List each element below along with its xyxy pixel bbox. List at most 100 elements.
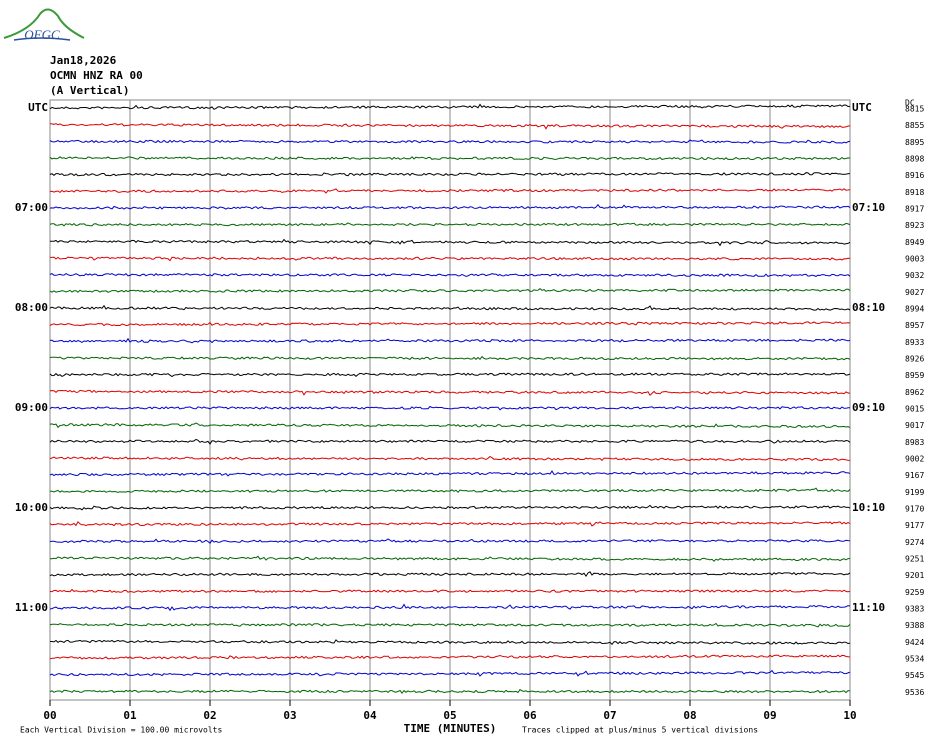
trace [49,470,851,477]
trace [49,103,851,110]
x-tick-label: 03 [283,709,296,722]
dc-header: DC [905,99,915,108]
trace [49,287,851,293]
trace [49,156,851,161]
dc-label: 8815 [905,105,924,114]
dc-label: 8855 [905,121,924,130]
trace [49,337,851,344]
trace [49,139,851,144]
dc-label: 8917 [905,205,924,214]
trace [49,504,851,511]
x-tick-label: 05 [443,709,456,722]
dc-label: 9002 [905,455,924,464]
dc-label: 9259 [905,588,924,597]
left-time-label: 11:00 [15,601,48,614]
dc-label: 9032 [905,271,924,280]
trace [50,639,851,646]
trace [49,389,851,396]
x-tick-label: 02 [203,709,216,722]
right-time-label: UTC [852,101,872,114]
right-time-label: 11:10 [852,601,885,614]
trace [50,256,851,262]
dc-label: 9027 [905,288,924,297]
trace [49,273,851,278]
component: (A Vertical) [50,84,129,97]
dc-label: 8895 [905,138,924,147]
dc-label: 8962 [905,388,924,397]
trace [49,372,851,378]
dc-label: 9545 [905,671,924,680]
trace [49,355,851,361]
dc-label: 9015 [905,405,924,414]
dc-label: 8933 [905,338,924,347]
dc-label: 8983 [905,438,924,447]
trace [49,654,851,660]
trace [49,123,851,130]
dc-label: 8898 [905,155,924,164]
trace [49,222,851,227]
left-time-label: 09:00 [15,401,48,414]
dc-label: 9274 [905,538,924,547]
trace [49,487,851,494]
x-tick-label: 08 [683,709,696,722]
dc-label: 9536 [905,688,924,697]
trace [49,455,851,462]
x-tick-label: 00 [43,709,56,722]
x-tick-label: 07 [603,709,616,722]
dc-label: 9177 [905,521,924,530]
trace [50,238,851,247]
left-time-label: UTC [28,101,48,114]
trace [49,422,851,429]
x-tick-label: 06 [523,709,537,722]
trace [49,603,851,612]
right-time-label: 10:10 [852,501,885,514]
trace [49,188,851,194]
left-time-label: 07:00 [15,201,48,214]
trace [49,555,850,562]
trace [49,321,851,327]
trace [49,203,851,210]
x-tick-label: 10 [843,709,856,722]
dc-label: 8926 [905,355,924,364]
trace [49,438,851,445]
trace [49,622,851,628]
logo: OFGC [3,8,85,42]
x-axis-title: TIME (MINUTES) [404,722,497,735]
dc-label: 9424 [905,638,924,647]
trace [49,304,851,311]
trace [49,669,851,677]
clip-note: Traces clipped at plus/minus 5 vertical … [522,726,758,735]
right-time-label: 09:10 [852,401,885,414]
dc-label: 8916 [905,171,924,180]
dc-label: 9251 [905,555,924,564]
trace [49,405,851,411]
date: Jan18,2026 [50,54,117,67]
trace [49,571,851,578]
dc-label: 9199 [905,488,924,497]
trace [49,588,851,593]
station: OCMN HNZ RA 00 [50,69,143,82]
right-time-label: 08:10 [852,301,885,314]
dc-label: 8994 [905,305,924,314]
trace [49,538,851,544]
dc-label: 9201 [905,571,924,580]
dc-label: 9388 [905,621,924,630]
dc-label: 9017 [905,421,924,430]
logo-text: OFGC [24,27,60,42]
left-time-label: 10:00 [15,501,48,514]
dc-label: 8957 [905,321,924,330]
x-tick-label: 09 [763,709,776,722]
right-time-label: 07:10 [852,201,885,214]
dc-label: 8959 [905,371,924,380]
x-tick-label: 01 [123,709,137,722]
dc-label: 9167 [905,471,924,480]
dc-label: 8918 [905,188,924,197]
x-tick-label: 04 [363,709,377,722]
dc-label: 8923 [905,221,924,230]
trace [49,688,851,695]
scale-note: Each Vertical Division = 100.00 microvol… [20,726,222,735]
dc-label: 9383 [905,605,924,614]
dc-label: 8949 [905,238,924,247]
dc-label: 9170 [905,505,924,514]
